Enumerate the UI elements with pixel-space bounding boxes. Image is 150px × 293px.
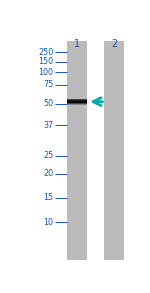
Text: 50: 50 xyxy=(44,99,54,108)
Text: 150: 150 xyxy=(39,57,54,66)
Text: 25: 25 xyxy=(43,151,54,160)
Text: 250: 250 xyxy=(38,47,54,57)
Text: 75: 75 xyxy=(43,80,54,89)
Bar xyxy=(67,98,87,99)
Bar xyxy=(67,103,87,104)
Text: 15: 15 xyxy=(44,193,54,202)
Bar xyxy=(67,102,87,103)
Bar xyxy=(67,100,87,101)
Bar xyxy=(67,41,87,260)
Text: 1: 1 xyxy=(74,39,80,49)
Text: 2: 2 xyxy=(111,39,117,49)
Text: 100: 100 xyxy=(39,68,54,77)
Text: 37: 37 xyxy=(44,121,54,130)
Text: 20: 20 xyxy=(44,169,54,178)
Text: 10: 10 xyxy=(44,218,54,227)
Bar xyxy=(104,41,124,260)
Bar xyxy=(67,99,87,100)
Bar xyxy=(67,104,87,105)
Bar xyxy=(67,101,87,102)
